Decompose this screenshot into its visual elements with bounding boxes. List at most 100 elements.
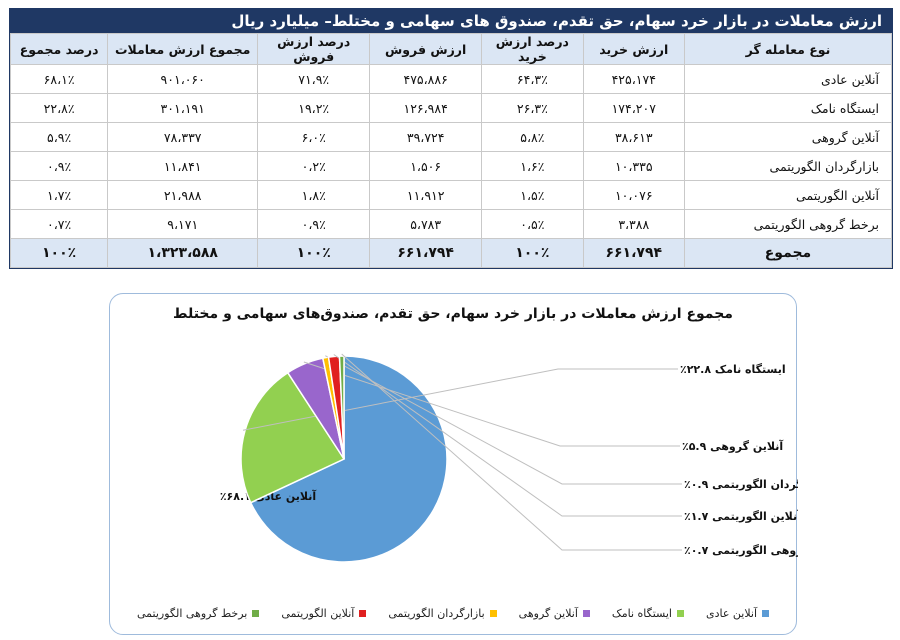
table-cell: ۱،۵۰۶: [369, 151, 483, 181]
table-cell: ۱۹،۲٪: [257, 93, 371, 123]
table-cell: ۲۶،۳٪: [481, 93, 584, 123]
table-row: بازارگردان الگوریتمی ۱۰،۳۳۵ ۱،۶٪ ۱،۵۰۶ ۰…: [9, 151, 893, 181]
total-cell: ۱۰۰٪: [9, 238, 109, 268]
legend-swatch: [676, 610, 684, 617]
leader-line: [242, 368, 678, 431]
slice-label: ایستگاه نامک ۲۲.۸٪: [680, 363, 786, 376]
table-cell: ۱،۷٪: [9, 180, 109, 210]
table-cell: ۱،۸٪: [257, 180, 371, 210]
table-cell: ۴۲۵،۱۷۴: [582, 64, 685, 94]
header-cell: نوع معامله گر: [683, 33, 893, 65]
legend-swatch: [582, 610, 590, 617]
table-cell: ۳،۳۸۸: [582, 209, 685, 239]
table-cell: ۶،۰٪: [257, 122, 371, 152]
table-cell: ۱،۵٪: [481, 180, 584, 210]
total-row: مجموع ۶۶۱،۷۹۴ ۱۰۰٪ ۶۶۱،۷۹۴ ۱۰۰٪ ۱،۳۲۳،۵۸…: [9, 238, 893, 268]
slice-label: برخط گروهی الگوریتمی ۰.۷٪: [684, 544, 798, 557]
pie-chart-card: مجموع ارزش معاملات در بازار خرد سهام، حق…: [109, 293, 798, 635]
table-cell: ۹۰۱،۰۶۰: [107, 64, 259, 94]
legend-item: آنلاین عادی: [705, 607, 770, 620]
table-cell: ۵،۸٪: [481, 122, 584, 152]
table-cell: برخط گروهی الگوریتمی: [683, 209, 893, 239]
legend-label: آنلاین گروهی: [518, 607, 578, 620]
table-cell: ۷۸،۳۳۷: [107, 122, 259, 152]
table-cell: ۵،۹٪: [9, 122, 109, 152]
legend-label: آنلاین عادی: [705, 607, 758, 620]
slice-label: آنلاین گروهی ۵.۹٪: [682, 439, 783, 453]
total-cell: ۶۶۱،۷۹۴: [369, 238, 483, 268]
table-cell: بازارگردان الگوریتمی: [683, 151, 893, 181]
table-cell: ۱۱،۹۱۲: [369, 180, 483, 210]
total-cell: ۱۰۰٪: [257, 238, 371, 268]
slice-label: بازارگردان الگوریتمی ۰.۹٪: [684, 478, 798, 491]
table-row: آنلاین گروهی ۳۸،۶۱۳ ۵،۸٪ ۳۹،۷۲۴ ۶،۰٪ ۷۸،…: [9, 122, 893, 152]
legend-swatch: [359, 610, 367, 617]
table-cell: ایستگاه نامک: [683, 93, 893, 123]
table-cell: آنلاین گروهی: [683, 122, 893, 152]
table-row: ایستگاه نامک ۱۷۴،۲۰۷ ۲۶،۳٪ ۱۲۶،۹۸۴ ۱۹،۲٪…: [9, 93, 893, 123]
total-cell: ۱،۳۲۳،۵۸۸: [107, 238, 259, 268]
table-cell: ۲۱،۹۸۸: [107, 180, 259, 210]
header-cell: ارزش فروش: [369, 33, 483, 65]
legend-label: بازارگردان الگوریتمی: [388, 607, 485, 620]
table-cell: ۳۰۱،۱۹۱: [107, 93, 259, 123]
table-cell: ۷۱،۹٪: [257, 64, 371, 94]
legend-item: ایستگاه نامک: [612, 607, 684, 620]
table-cell: ۱۷۴،۲۰۷: [582, 93, 685, 123]
table-cell: ۰،۹٪: [9, 151, 109, 181]
table-cell: ۱،۶٪: [481, 151, 584, 181]
leader-line: [325, 355, 682, 485]
header-cell: مجموع ارزش معاملات: [107, 33, 259, 65]
leader-line: [341, 353, 682, 551]
legend-swatch: [762, 610, 770, 617]
legend-label: ایستگاه نامک: [611, 607, 672, 620]
header-row: نوع معامله گر ارزش خرید درصد ارزش خرید ا…: [9, 33, 893, 65]
legend-swatch: [489, 610, 497, 617]
total-cell: مجموع: [683, 238, 893, 268]
table-cell: ۶۸،۱٪: [9, 64, 109, 94]
table-cell: ۱۲۶،۹۸۴: [369, 93, 483, 123]
trade-value-table: ارزش معاملات در بازار خرد سهام، حق تقدم،…: [9, 8, 893, 269]
table-cell: ۰،۹٪: [257, 209, 371, 239]
legend-item: آنلاین الگوریتمی: [281, 607, 367, 620]
chart-title: مجموع ارزش معاملات در بازار خرد سهام، حق…: [173, 306, 733, 322]
legend-item: بازارگردان الگوریتمی: [388, 607, 497, 620]
table-cell: ۲۲،۸٪: [9, 93, 109, 123]
table-cell: ۰،۷٪: [9, 209, 109, 239]
table-cell: ۵،۷۸۳: [369, 209, 483, 239]
table-title: ارزش معاملات در بازار خرد سهام، حق تقدم،…: [10, 9, 892, 33]
pie-slice: [240, 371, 346, 504]
table-cell: ۱۰،۰۷۶: [582, 180, 685, 210]
slice-label: آنلاین عادی ۶۸.۱٪: [220, 489, 317, 503]
data-table: نوع معامله گر ارزش خرید درصد ارزش خرید ا…: [9, 33, 893, 268]
legend-item: آنلاین گروهی: [519, 607, 590, 620]
header-cell: ارزش خرید: [582, 33, 685, 65]
leader-line: [333, 354, 682, 517]
table-cell: ۹،۱۷۱: [107, 209, 259, 239]
table-cell: ۳۹،۷۲۴: [369, 122, 483, 152]
header-cell: درصد مجموع: [9, 33, 109, 65]
table-row: آنلاین الگوریتمی ۱۰،۰۷۶ ۱،۵٪ ۱۱،۹۱۲ ۱،۸٪…: [9, 180, 893, 210]
slice-label: آنلاین الگوریتمی ۱.۷٪: [684, 509, 798, 523]
header-cell: درصد ارزش فروش: [257, 33, 371, 65]
pie-slice: [249, 355, 448, 563]
table-cell: ۳۸،۶۱۳: [582, 122, 685, 152]
table-cell: آنلاین الگوریتمی: [683, 180, 893, 210]
chart-legend: آنلاین عادی ایستگاه نامک آنلاین گروهی بازار…: [110, 607, 796, 620]
pie-chart: آنلاین عادی ۶۸.۱٪ ایستگاه نامک ۲۲.۸٪ آنلای…: [220, 353, 798, 563]
legend-swatch: [252, 610, 260, 617]
legend-label: برخط گروهی الگوریتمی: [137, 607, 248, 620]
header-cell: درصد ارزش خرید: [481, 33, 584, 65]
legend-item: برخط گروهی الگوریتمی: [137, 607, 260, 620]
table-cell: ۱۰،۳۳۵: [582, 151, 685, 181]
total-cell: ۱۰۰٪: [481, 238, 584, 268]
table-cell: ۶۴،۳٪: [481, 64, 584, 94]
table-cell: ۰،۵٪: [481, 209, 584, 239]
table-cell: ۱۱،۸۴۱: [107, 151, 259, 181]
table-row: برخط گروهی الگوریتمی ۳،۳۸۸ ۰،۵٪ ۵،۷۸۳ ۰،…: [9, 209, 893, 239]
table-cell: ۴۷۵،۸۸۶: [369, 64, 483, 94]
total-cell: ۶۶۱،۷۹۴: [582, 238, 685, 268]
table-row: آنلاین عادی ۴۲۵،۱۷۴ ۶۴،۳٪ ۴۷۵،۸۸۶ ۷۱،۹٪ …: [9, 64, 893, 94]
legend-label: آنلاین الگوریتمی: [281, 607, 355, 620]
table-cell: ۰،۲٪: [257, 151, 371, 181]
